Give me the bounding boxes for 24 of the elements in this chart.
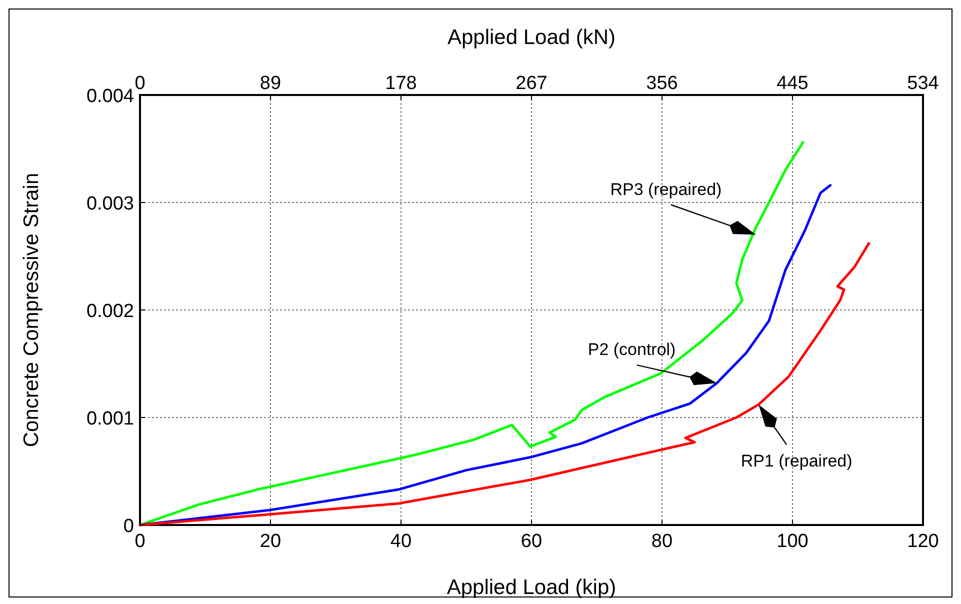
x-tick-label: 20 bbox=[260, 531, 282, 552]
x2-axis-title: Applied Load (kN) bbox=[447, 26, 616, 49]
annotation: RP1 (repaired) bbox=[740, 452, 852, 471]
y-tick-label: 0.004 bbox=[86, 86, 134, 107]
x2-tick-label: 178 bbox=[385, 73, 417, 94]
y-tick-label: 0 bbox=[123, 516, 134, 537]
x2-tick-label: 534 bbox=[907, 73, 940, 94]
x2-tick-label: 89 bbox=[260, 73, 282, 94]
annotation: P2 (control) bbox=[588, 340, 676, 360]
x-tick-label: 120 bbox=[907, 531, 939, 552]
x2-tick-label: 267 bbox=[516, 73, 548, 94]
x-tick-label: 60 bbox=[520, 531, 542, 552]
y-axis-title: Concrete Compressive Strain bbox=[20, 172, 43, 448]
line-series bbox=[138, 242, 870, 526]
x-tick-label: 80 bbox=[651, 531, 673, 552]
x-tick-label: 100 bbox=[776, 531, 808, 552]
x-axis-title: Applied Load (kip) bbox=[446, 576, 616, 599]
x-tick-label: 40 bbox=[390, 531, 412, 552]
y-tick-label: 0.003 bbox=[86, 194, 134, 214]
annotation: RP3 (repaired) bbox=[610, 180, 722, 199]
y-tick-label: 0.002 bbox=[86, 301, 134, 322]
x2-tick-label: 445 bbox=[776, 73, 808, 94]
y-tick-label: 0.001 bbox=[86, 408, 134, 430]
x2-tick-label: 356 bbox=[646, 73, 678, 94]
